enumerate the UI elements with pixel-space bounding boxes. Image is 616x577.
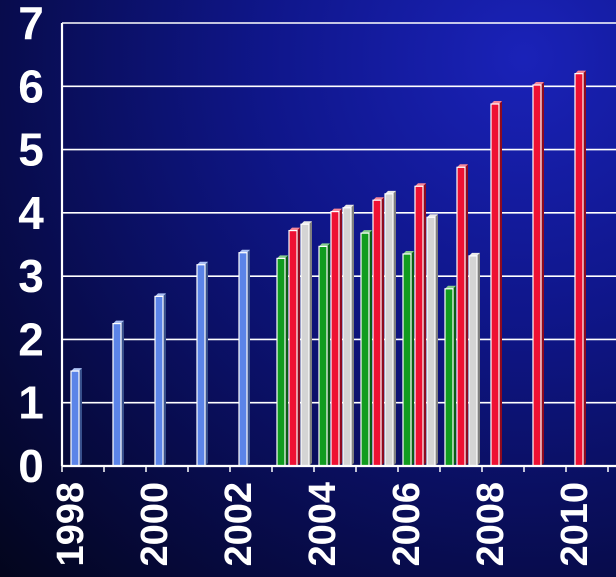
bar <box>384 190 396 467</box>
y-tick-label: 3 <box>18 250 44 302</box>
bar <box>532 82 544 467</box>
bar <box>360 230 372 467</box>
bar <box>70 368 82 467</box>
bar <box>468 252 480 467</box>
bar <box>342 204 354 467</box>
bar <box>490 101 502 467</box>
bar <box>300 221 312 467</box>
axes <box>60 23 616 472</box>
y-tick-label: 7 <box>18 0 44 49</box>
bar <box>196 261 208 467</box>
y-tick-label: 6 <box>18 60 44 112</box>
bar <box>426 214 438 467</box>
x-tick-label: 2004 <box>302 482 344 567</box>
x-tick-label: 2006 <box>386 482 428 567</box>
x-tick-label: 2008 <box>470 482 512 567</box>
y-tick-label: 0 <box>18 440 44 492</box>
bar <box>330 208 342 467</box>
bars <box>70 70 586 467</box>
y-tick-label: 5 <box>18 124 44 176</box>
y-tick-labels: 0 1 2 3 4 5 6 7 <box>18 0 44 492</box>
y-tick-label: 2 <box>18 313 44 365</box>
bar <box>456 164 468 467</box>
bar <box>444 285 456 467</box>
bar <box>154 293 166 467</box>
bar <box>112 320 124 467</box>
x-tick-label: 1998 <box>50 482 92 567</box>
bar <box>414 183 426 467</box>
bar <box>238 249 250 467</box>
y-tick-label: 4 <box>18 187 44 239</box>
bar <box>372 197 384 467</box>
y-tick-label: 1 <box>18 377 44 429</box>
bar <box>288 227 300 467</box>
x-tick-label: 2010 <box>554 482 596 567</box>
x-tick-labels: 1998 2000 2002 2004 2006 2008 2010 <box>50 482 596 567</box>
x-tick-label: 2002 <box>218 482 260 567</box>
x-tick-label: 2000 <box>134 482 176 567</box>
bar <box>276 255 288 467</box>
bar <box>402 250 414 467</box>
bar <box>574 70 586 467</box>
bar <box>318 243 330 467</box>
